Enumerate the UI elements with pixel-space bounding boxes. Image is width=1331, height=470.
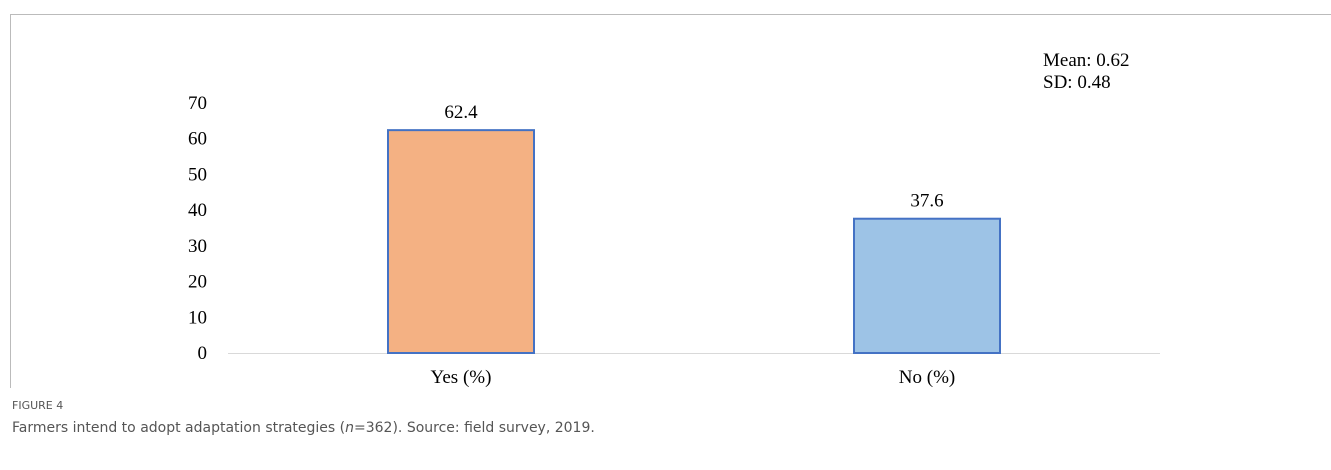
x-tick-label: No (%) bbox=[899, 367, 955, 388]
caption-part: n bbox=[345, 420, 354, 436]
y-tick-label: 50 bbox=[188, 164, 207, 185]
y-tick-label: 10 bbox=[188, 307, 207, 328]
caption-part: Farmers intend to adopt adaptation strat… bbox=[12, 420, 345, 436]
annotation: SD: 0.48 bbox=[1043, 72, 1111, 93]
figure-caption: Farmers intend to adopt adaptation strat… bbox=[12, 420, 595, 436]
value-label: 62.4 bbox=[444, 102, 478, 123]
y-tick-label: 40 bbox=[188, 200, 207, 221]
value-label: 37.6 bbox=[910, 191, 943, 212]
y-tick-label: 70 bbox=[188, 93, 207, 114]
caption-part: =362). Source: field survey, 2019. bbox=[354, 420, 595, 436]
annotation: Mean: 0.62 bbox=[1043, 50, 1130, 71]
bar bbox=[853, 217, 1001, 354]
x-tick-label: Yes (%) bbox=[431, 367, 492, 388]
bar bbox=[387, 129, 535, 354]
y-tick-label: 30 bbox=[188, 236, 207, 257]
y-tick-label: 20 bbox=[188, 272, 207, 293]
y-tick-label: 60 bbox=[188, 129, 207, 150]
y-tick-label: 0 bbox=[198, 343, 208, 364]
figure-label: FIGURE 4 bbox=[12, 399, 63, 412]
